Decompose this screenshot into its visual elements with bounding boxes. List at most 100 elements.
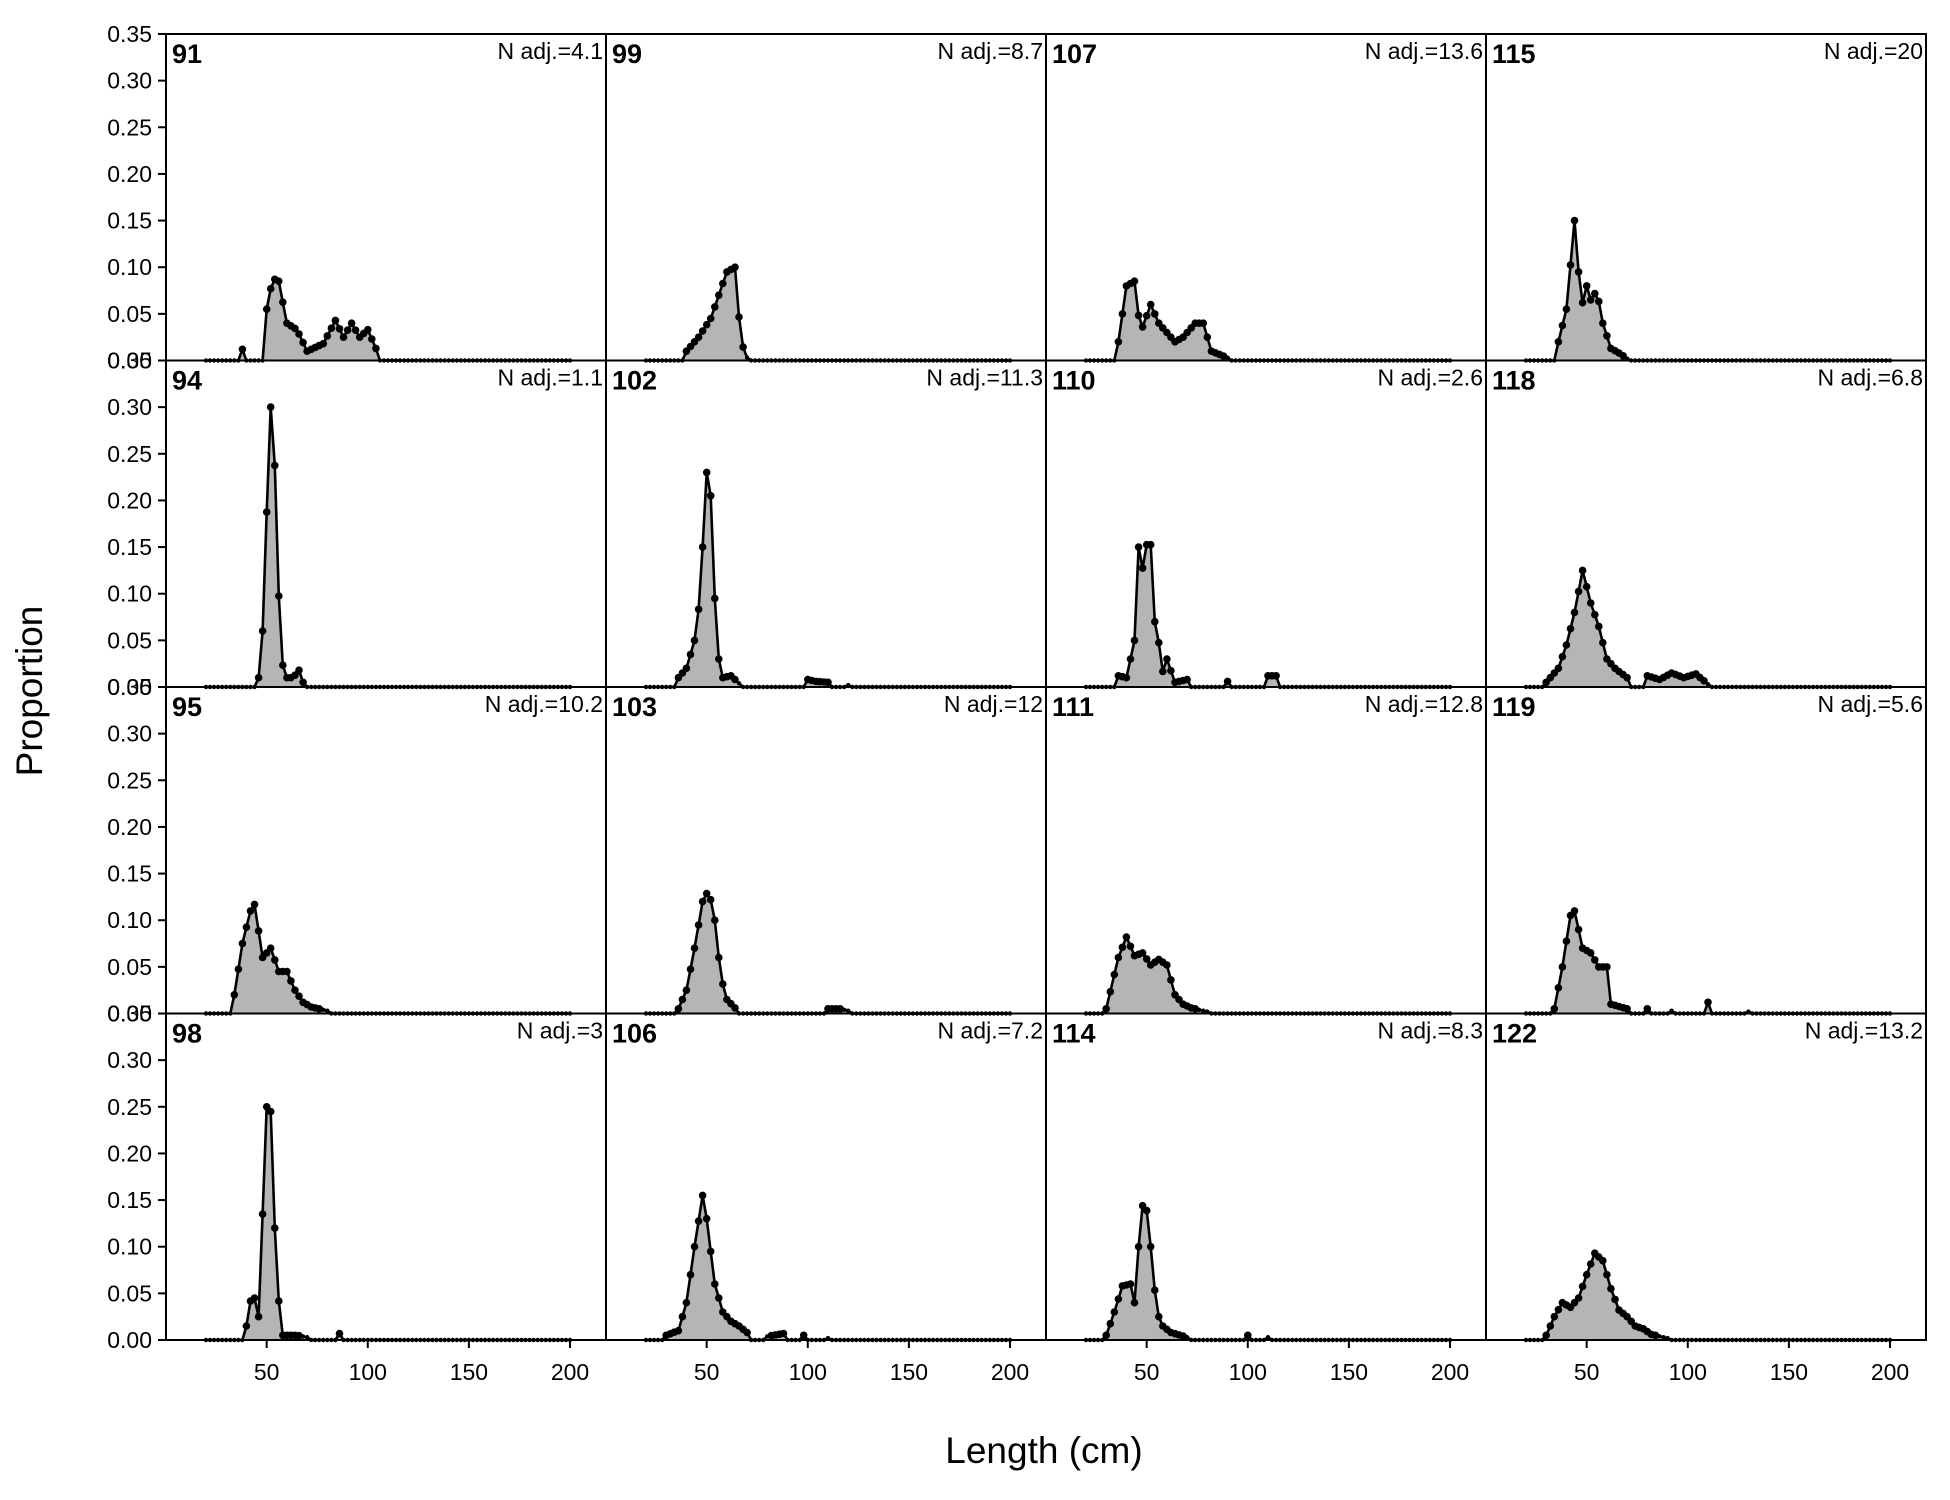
data-point bbox=[1657, 1334, 1662, 1339]
data-point bbox=[1705, 682, 1711, 687]
distribution-area bbox=[646, 1195, 1010, 1340]
data-point bbox=[335, 325, 344, 333]
panel-frame bbox=[1045, 359, 1487, 688]
data-point bbox=[1130, 636, 1139, 645]
data-point bbox=[1550, 1312, 1559, 1321]
data-point bbox=[1142, 955, 1151, 963]
data-point bbox=[706, 314, 715, 323]
data-point bbox=[1138, 949, 1147, 957]
data-point bbox=[335, 1329, 344, 1338]
sample-size-label: N adj.=11.3 bbox=[926, 365, 1043, 391]
panel-id-label: 98 bbox=[172, 1019, 202, 1049]
distribution-line bbox=[206, 405, 570, 689]
y-tick-label: 0.20 bbox=[107, 487, 152, 513]
data-point bbox=[327, 324, 336, 333]
panel-111: 111 N adj.=12.8 bbox=[1045, 686, 1487, 1016]
data-point bbox=[690, 944, 699, 952]
data-point bbox=[1110, 970, 1119, 979]
y-tick-label: 0.30 bbox=[107, 68, 152, 94]
y-tick-label: 0.15 bbox=[107, 534, 152, 560]
panel-frame bbox=[165, 686, 607, 1015]
data-point bbox=[1700, 677, 1708, 685]
data-point bbox=[1570, 907, 1579, 915]
data-point bbox=[1574, 268, 1583, 276]
panel-frame bbox=[1485, 33, 1927, 362]
data-point bbox=[1155, 1312, 1163, 1321]
panel-id-label: 95 bbox=[172, 692, 202, 722]
data-point bbox=[266, 284, 275, 293]
data-point bbox=[678, 1312, 687, 1321]
distribution-line bbox=[206, 277, 570, 362]
data-point bbox=[1114, 338, 1123, 346]
sample-size-label: N adj.=13.6 bbox=[1365, 38, 1483, 64]
data-point bbox=[731, 1004, 739, 1012]
data-point bbox=[321, 1007, 326, 1012]
y-tick-label: 0.25 bbox=[107, 1094, 152, 1120]
panel-frame bbox=[605, 686, 1047, 1015]
data-point bbox=[300, 1334, 306, 1339]
distribution-area bbox=[1526, 220, 1890, 361]
panel-frame bbox=[605, 359, 1047, 688]
data-point bbox=[254, 1312, 263, 1321]
panel-frame bbox=[1485, 359, 1927, 688]
y-tick-label: 0.30 bbox=[107, 1047, 152, 1073]
data-point bbox=[846, 1008, 851, 1013]
x-tick-label: 150 bbox=[1770, 1359, 1808, 1385]
data-point bbox=[1562, 641, 1571, 649]
data-point bbox=[1118, 943, 1127, 952]
data-point bbox=[1163, 655, 1171, 663]
panel-id-label: 119 bbox=[1492, 692, 1536, 722]
y-tick-label: 0.35 bbox=[107, 348, 152, 374]
data-point bbox=[1586, 599, 1595, 607]
distribution-area bbox=[206, 279, 570, 361]
data-point bbox=[715, 1294, 723, 1302]
data-point bbox=[287, 977, 295, 985]
sample-size-label: N adj.=5.6 bbox=[1818, 691, 1924, 717]
data-point bbox=[1643, 1005, 1652, 1013]
data-point bbox=[682, 664, 691, 673]
data-point bbox=[694, 921, 703, 929]
data-point bbox=[1126, 1280, 1135, 1288]
data-point bbox=[1142, 311, 1151, 320]
data-point bbox=[715, 291, 723, 300]
data-point bbox=[694, 333, 703, 342]
panel-119: 119 N adj.=5.6 bbox=[1485, 686, 1927, 1016]
data-point bbox=[238, 939, 247, 948]
data-point bbox=[295, 666, 303, 674]
panel-id-label: 110 bbox=[1052, 366, 1096, 396]
x-tick-label: 150 bbox=[450, 1359, 488, 1385]
data-point bbox=[1704, 998, 1712, 1007]
panel-frame bbox=[1045, 686, 1487, 1015]
data-point bbox=[743, 1328, 751, 1337]
data-point bbox=[295, 330, 303, 338]
data-point bbox=[779, 1329, 788, 1338]
data-point bbox=[266, 1107, 275, 1116]
sample-size-label: N adj.=13.2 bbox=[1805, 1018, 1923, 1044]
data-point bbox=[698, 327, 707, 335]
data-point bbox=[271, 1224, 279, 1232]
data-point bbox=[1558, 963, 1567, 971]
data-point bbox=[1651, 1331, 1660, 1340]
sample-size-label: N adj.=2.6 bbox=[1378, 365, 1484, 391]
x-tick-label: 150 bbox=[1330, 1359, 1368, 1385]
y-tick-label: 0.05 bbox=[107, 954, 152, 980]
data-point bbox=[339, 333, 348, 342]
data-point bbox=[291, 986, 299, 994]
data-point bbox=[242, 923, 251, 931]
panel-frame bbox=[165, 1012, 607, 1341]
data-point bbox=[1244, 1331, 1252, 1340]
data-point bbox=[323, 332, 332, 340]
data-point bbox=[1669, 1008, 1674, 1013]
data-point bbox=[291, 324, 299, 333]
data-point bbox=[1106, 987, 1115, 996]
data-point bbox=[702, 1214, 711, 1223]
y-axis-title: Proportion bbox=[9, 606, 50, 777]
y-tick-label: 0.10 bbox=[107, 254, 152, 280]
data-point bbox=[1146, 300, 1155, 309]
data-point bbox=[1619, 352, 1627, 360]
data-point bbox=[1623, 673, 1631, 682]
data-point bbox=[1142, 1206, 1151, 1215]
x-tick-label: 100 bbox=[789, 1359, 827, 1385]
data-point bbox=[347, 319, 356, 328]
data-point bbox=[1102, 1005, 1110, 1013]
